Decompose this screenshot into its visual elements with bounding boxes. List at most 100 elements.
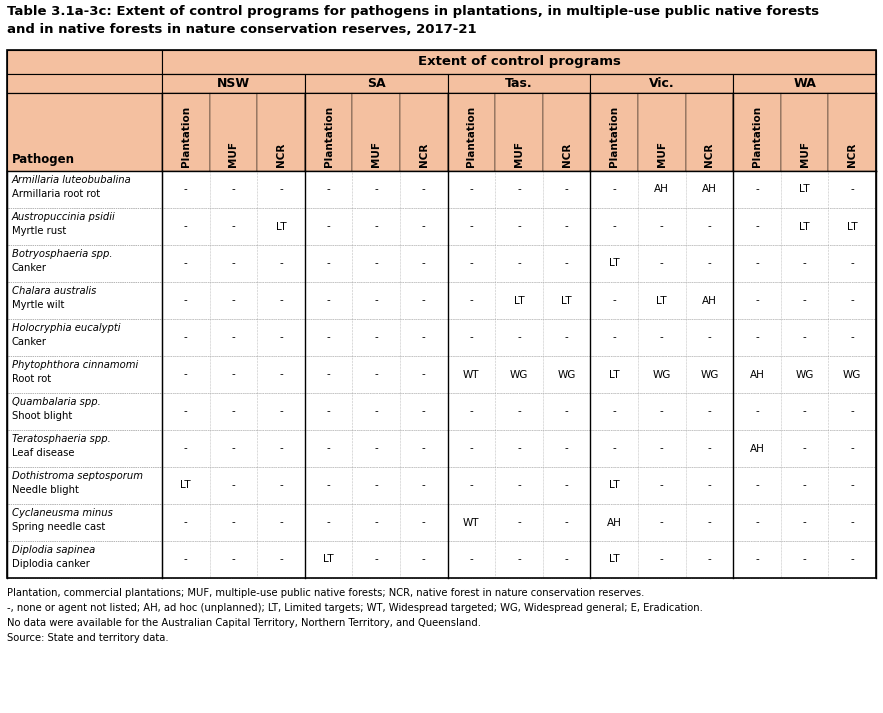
Bar [162,208,209,245]
Bar [591,319,638,356]
Bar [781,467,828,504]
Text: -: - [803,555,806,565]
Text: -: - [374,259,378,269]
Text: LT: LT [799,222,810,232]
Text: Armillaria root rot: Armillaria root rot [12,189,100,199]
Text: -: - [850,481,854,491]
Bar [7,319,162,356]
Bar [733,245,781,282]
Text: LT: LT [609,259,620,269]
Bar [638,245,685,282]
Bar [448,467,495,504]
Text: -: - [850,185,854,195]
Bar [495,504,543,541]
Text: -: - [184,406,188,416]
Bar [448,356,495,393]
Text: -: - [707,332,712,342]
Bar [828,467,876,504]
Bar [352,282,400,319]
Text: -: - [565,443,569,453]
Text: -: - [755,518,758,528]
Bar [400,467,448,504]
Text: -: - [707,222,712,232]
Text: NCR: NCR [705,143,714,167]
Bar [400,356,448,393]
Text: -: - [755,481,758,491]
Text: NCR: NCR [419,143,429,167]
Text: -: - [755,406,758,416]
Text: -: - [327,481,330,491]
Text: -: - [660,222,664,232]
Text: -: - [184,222,188,232]
Text: -: - [517,406,521,416]
Text: -: - [231,222,235,232]
Bar [685,393,733,430]
Bar [7,245,162,282]
Text: -: - [707,443,712,453]
Text: -: - [565,185,569,195]
Text: -: - [231,443,235,453]
Bar [828,171,876,208]
Text: Austropuccinia psidii: Austropuccinia psidii [12,212,116,222]
Bar [781,171,828,208]
Text: -: - [231,518,235,528]
Text: AH: AH [750,443,765,453]
Bar [591,93,638,171]
Bar [828,282,876,319]
Text: -: - [660,443,664,453]
Text: and in native forests in nature conservation reserves, 2017-21: and in native forests in nature conserva… [7,23,477,36]
Bar [257,393,305,430]
Text: Table 3.1a-3c: Extent of control programs for pathogens in plantations, in multi: Table 3.1a-3c: Extent of control program… [7,5,819,18]
Text: -: - [374,555,378,565]
Text: -: - [184,369,188,379]
Bar [638,393,685,430]
Text: -: - [422,222,426,232]
Text: -: - [660,555,664,565]
Bar [685,430,733,467]
Bar [448,282,495,319]
Text: -: - [422,259,426,269]
Text: -: - [374,369,378,379]
Text: -: - [374,481,378,491]
Text: -: - [517,332,521,342]
Bar [828,245,876,282]
Bar [305,430,352,467]
Text: -: - [565,406,569,416]
Bar [257,541,305,578]
Text: -: - [231,481,235,491]
Text: No data were available for the Australian Capital Territory, Northern Territory,: No data were available for the Australia… [7,618,481,628]
Bar [543,319,591,356]
Text: -: - [707,481,712,491]
Bar [162,245,209,282]
Bar [209,208,257,245]
Bar [828,541,876,578]
Text: WG: WG [509,369,528,379]
Bar [733,356,781,393]
Bar [352,208,400,245]
Text: -: - [231,369,235,379]
Bar [352,504,400,541]
Text: Vic.: Vic. [649,77,675,90]
Text: LT: LT [609,369,620,379]
Text: -: - [327,406,330,416]
Text: -: - [184,259,188,269]
Bar [781,93,828,171]
Text: -: - [707,259,712,269]
Bar [591,393,638,430]
Text: -: - [231,406,235,416]
Bar [448,208,495,245]
Bar [162,50,876,74]
Text: -: - [612,295,616,305]
Bar [828,430,876,467]
Bar [495,171,543,208]
Bar [781,208,828,245]
Bar [448,319,495,356]
Text: -: - [279,295,283,305]
Bar [448,393,495,430]
Bar [638,356,685,393]
Text: WG: WG [557,369,576,379]
Bar [400,171,448,208]
Bar [162,319,209,356]
Text: -: - [422,332,426,342]
Bar [828,93,876,171]
